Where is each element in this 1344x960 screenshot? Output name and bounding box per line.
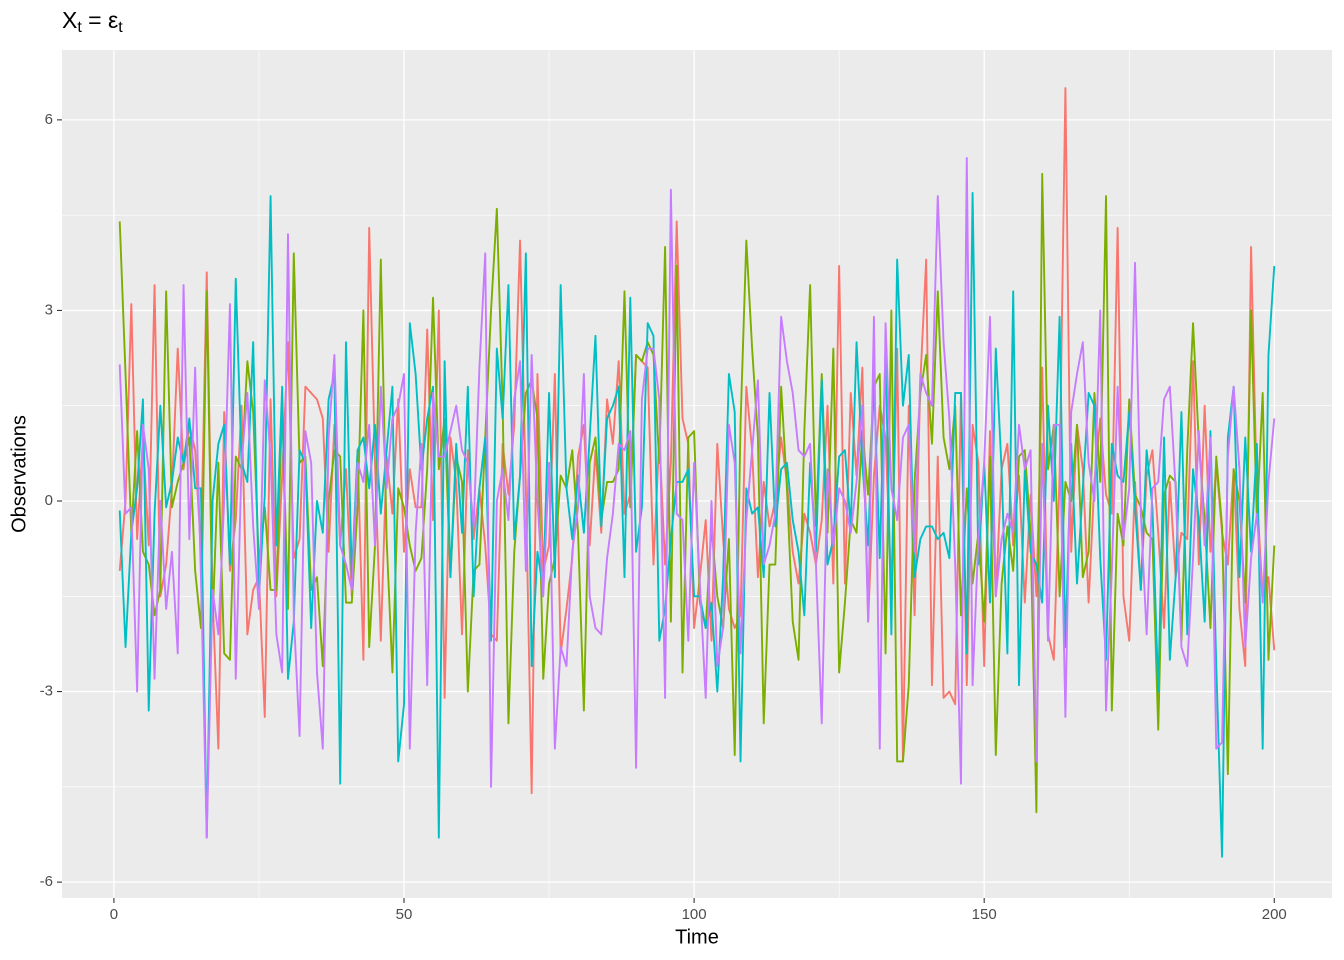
x-axis-title: Time (675, 926, 719, 948)
panel-background (62, 50, 1332, 898)
series-line (118, 87, 1276, 795)
title-part: = ε (82, 7, 118, 33)
x-tick-label: 100 (682, 906, 707, 923)
title-part: t (77, 19, 82, 36)
y-tick-label: 0 (45, 492, 53, 509)
y-tick-label: -6 (40, 873, 53, 890)
axes: 0 50 100 150 200 -6 -3 0 3 6 (40, 111, 1287, 923)
title-part: t (118, 19, 123, 36)
series-line (118, 191, 1276, 858)
x-tick-label: 200 (1262, 906, 1287, 923)
y-tick-label: -3 (40, 683, 53, 700)
x-tick-label: 50 (396, 906, 413, 923)
series-line (118, 157, 1276, 839)
x-tick-label: 0 (110, 906, 118, 923)
chart-title: Xt = εt (62, 7, 123, 36)
y-tick-label: 3 (45, 301, 53, 318)
title-part: X (62, 7, 77, 33)
grid (62, 50, 1332, 898)
lines (118, 87, 1276, 858)
y-tick-label: 6 (45, 111, 53, 128)
y-axis-title: Observations (8, 415, 30, 533)
x-tick-label: 150 (972, 906, 997, 923)
